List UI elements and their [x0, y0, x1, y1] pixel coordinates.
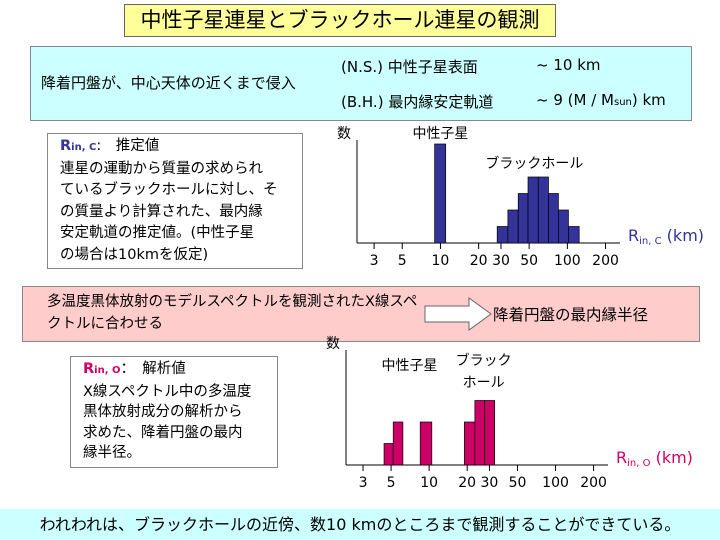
x-tick-label: 20 [458, 475, 476, 491]
note-c-line: 連星の運動から質量の求められ [60, 160, 263, 177]
note-estimated-value: Rin, C: 推定値 連星の運動から質量の求められ ているブラックホールに対し… [47, 133, 303, 269]
x-axis-label: Rin, O (km) [616, 448, 693, 469]
fit-result: 降着円盤の最内縁半径 [493, 306, 649, 324]
x-tick-label: 100 [554, 253, 581, 269]
ns-label: (N.S.) 中性子星表面 [341, 58, 478, 76]
note-c-line: の場合は10kmを仮定) [60, 246, 209, 263]
note-o-line: 黒体放射成分の解析から [83, 404, 243, 420]
x-tick-label: 5 [398, 253, 407, 269]
bh-value: ~ 9 (M / Msun) km [536, 91, 666, 109]
bh-label: (B.H.) 最内縁安定軌道 [341, 93, 494, 111]
x-tick-label: 30 [481, 475, 499, 491]
group-label: 中性子星 [382, 358, 438, 374]
note-o-heading: Rin, O： 解析値 [83, 361, 186, 377]
x-tick-label: 10 [432, 253, 450, 269]
accretion-summary-box: 降着円盤が、中心天体の近くまで侵入 (N.S.) 中性子星表面 ~ 10 km … [30, 46, 692, 121]
x-tick-label: 30 [492, 253, 510, 269]
x-tick-label: 50 [509, 475, 527, 491]
note-c-line: の質量より計算された、最内縁 [60, 203, 263, 220]
histogram-bar [474, 400, 486, 466]
x-tick-label: 200 [592, 253, 619, 269]
note-c-line: 安定軌道の推定値。(中性子星 [60, 225, 255, 241]
note-o-line: X線スペクトル中の多温度 [83, 383, 252, 400]
histogram-bar [392, 421, 404, 466]
x-tick-label: 10 [420, 475, 438, 491]
note-analysis-value: Rin, O： 解析値 X線スペクトル中の多温度 黒体放射成分の解析から 求めた… [70, 356, 278, 468]
y-axis-label: 数 [326, 336, 340, 352]
y-axis-label: 数 [337, 126, 351, 142]
group-label: ブラック [456, 352, 512, 369]
histogram-bar [419, 421, 433, 466]
note-c-heading: Rin, C: 推定値 [60, 138, 160, 154]
x-tick-label: 3 [370, 253, 379, 269]
x-tick-label: 50 [520, 253, 538, 269]
note-o-line: 求めた、降着円盤の最内 [83, 424, 243, 441]
accretion-intro: 降着円盤が、中心天体の近くまで侵入 [41, 74, 296, 92]
right-arrow-icon [424, 297, 492, 331]
x-tick-label: 5 [387, 475, 396, 491]
note-o-line: 縁半径。 [83, 445, 141, 461]
group-label: ホール [463, 375, 505, 391]
x-tick-label: 200 [580, 475, 607, 491]
x-tick-label: 3 [359, 475, 368, 491]
x-tick-label: 100 [542, 475, 569, 491]
conclusion-banner: われわれは、ブラックホールの近傍、数10 kmのところまで観測することができてい… [0, 509, 720, 540]
group-label: 中性子星 [412, 126, 468, 142]
histogram-bar [484, 400, 496, 466]
x-axis-label: Rin, C (km) [628, 226, 704, 247]
histogram-bar [464, 421, 476, 466]
histogram-bar [434, 143, 447, 244]
histogram-bar [383, 443, 394, 466]
histogram-bar [568, 226, 580, 244]
spectrum-fit-box: 多温度黒体放射のモデルスペクトルを観測されたX線スペクトルに合わせる 降着円盤の… [22, 286, 700, 342]
ns-value: ~ 10 km [536, 56, 601, 74]
fit-description: 多温度黒体放射のモデルスペクトルを観測されたX線スペクトルに合わせる [47, 294, 418, 332]
slide-title: 中性子星連星とブラックホール連星の観測 [124, 4, 556, 37]
x-tick-label: 20 [470, 253, 488, 269]
note-c-line: ているブラックホールに対し、そ [60, 182, 278, 198]
group-label: ブラックホール [485, 155, 583, 172]
